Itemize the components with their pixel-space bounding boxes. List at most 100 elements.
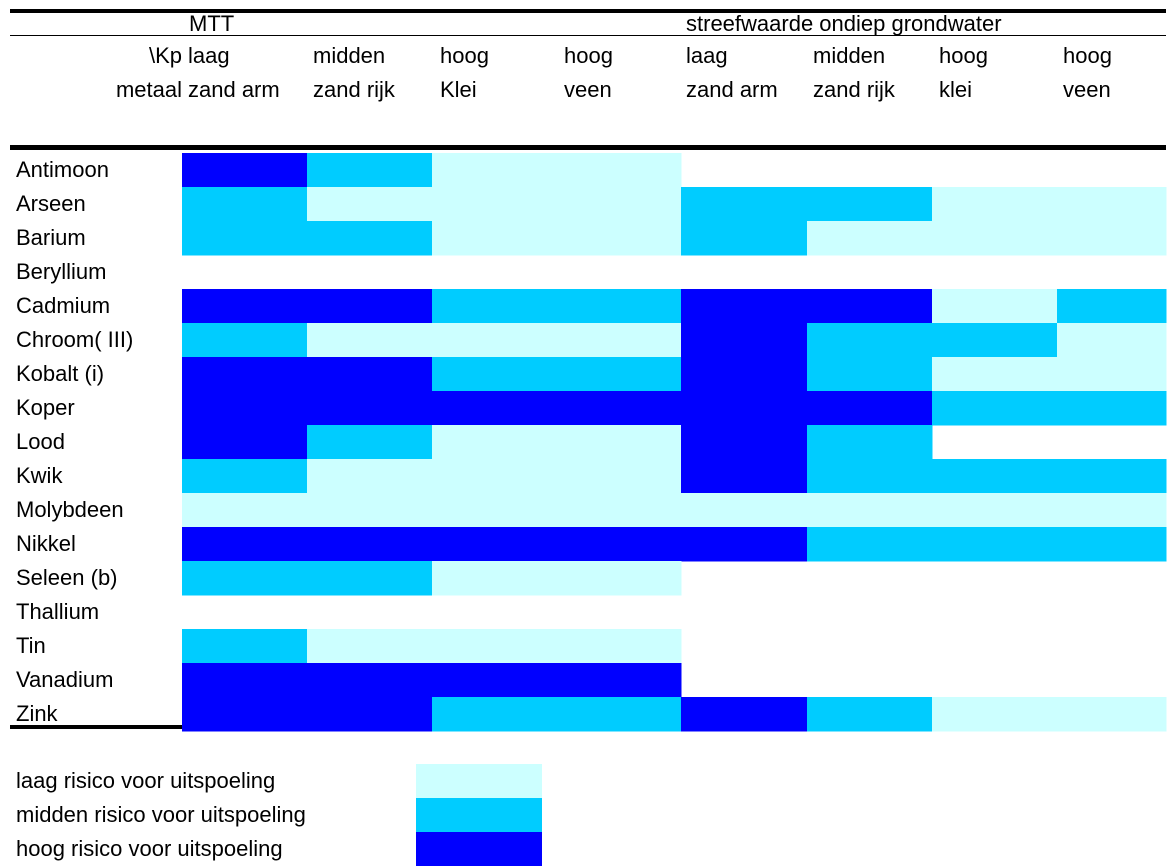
heatmap-cell <box>556 459 682 494</box>
top-rule <box>10 9 1166 13</box>
heatmap-cell <box>681 391 808 426</box>
heatmap-cell <box>182 663 308 698</box>
heatmap-cell <box>556 391 682 426</box>
heatmap-cell <box>432 391 557 426</box>
column-header-line2: zand rijk <box>313 77 395 102</box>
heatmap-cell <box>807 221 933 256</box>
row-label: Antimoon <box>16 157 109 182</box>
row-label: Zink <box>16 701 58 726</box>
heatmap-cell <box>182 561 308 596</box>
heatmap-cell <box>1057 391 1167 426</box>
heatmap-cell <box>182 391 308 426</box>
heatmap-cell <box>307 663 433 698</box>
heatmap-cell <box>182 357 308 392</box>
column-header-line2: klei <box>939 77 973 102</box>
row-label: Koper <box>16 395 75 420</box>
heatmap-cell <box>556 493 682 528</box>
heatmap-cell <box>556 357 682 392</box>
heatmap-cell <box>932 323 1058 358</box>
heatmap-cell <box>432 697 557 732</box>
row-label: Tin <box>16 633 46 658</box>
column-header-line1: hoog <box>939 43 988 68</box>
column-header-line1: laag <box>686 43 728 68</box>
heatmap-cell <box>182 527 308 562</box>
row-label: Barium <box>16 225 86 250</box>
row-header-label: \Kp metaal <box>115 43 182 102</box>
column-header-line1: midden <box>813 43 886 68</box>
column-header-line1: hoog <box>1063 43 1112 68</box>
heatmap-cell <box>1057 459 1167 494</box>
heatmap-cell <box>556 561 682 596</box>
row-label: Kwik <box>16 463 63 488</box>
heatmap-cell <box>807 187 933 222</box>
row-label: Chroom( III) <box>16 327 134 352</box>
heatmap-cell <box>307 289 433 324</box>
heatmap-cell <box>307 391 433 426</box>
column-header-line2: zand arm <box>188 77 280 102</box>
heatmap-cell <box>432 527 557 562</box>
heatmap-cell <box>807 459 933 494</box>
heatmap-cell <box>307 221 433 256</box>
heatmap-cell <box>182 697 308 732</box>
heatmap-cell <box>681 221 808 256</box>
heatmap-cell <box>182 459 308 494</box>
heatmap-cell <box>307 187 433 222</box>
heatmap-cell <box>432 153 557 188</box>
heatmap-cell <box>307 425 433 460</box>
heatmap-cell <box>307 153 433 188</box>
legend-label: midden risico voor uitspoeling <box>16 802 306 827</box>
heatmap-cell <box>432 493 557 528</box>
heatmap-cell <box>1057 527 1167 562</box>
heatmap-cell <box>932 391 1058 426</box>
heatmap-cell <box>307 561 433 596</box>
heatmap-cell <box>932 697 1058 732</box>
heatmap-cell <box>807 357 933 392</box>
heatmap-cell <box>307 527 433 562</box>
heatmap-cell <box>807 527 933 562</box>
row-label: Molybdeen <box>16 497 124 522</box>
heatmap-cell <box>1057 187 1167 222</box>
heatmap-cell <box>932 221 1058 256</box>
legend-swatch <box>416 798 542 832</box>
heatmap-cell <box>307 629 433 664</box>
heatmap-cell <box>432 323 557 358</box>
heatmap-cell <box>681 425 808 460</box>
heatmap-cell <box>681 459 808 494</box>
heatmap-cell <box>1057 323 1167 358</box>
group-label-mtt: MTT <box>189 11 235 36</box>
heatmap-cell <box>432 561 557 596</box>
legend-swatch <box>416 764 542 798</box>
heatmap-cell <box>182 289 308 324</box>
column-header-line2: veen <box>564 77 612 102</box>
heatmap-cell <box>182 493 308 528</box>
column-header-line2: zand arm <box>686 77 778 102</box>
heatmap-cell <box>932 459 1058 494</box>
row-label: Lood <box>16 429 65 454</box>
heatmap-cell <box>556 663 682 698</box>
heatmap-cell <box>307 697 433 732</box>
heatmap-cell <box>307 459 433 494</box>
heatmap-cell <box>432 357 557 392</box>
heatmap-cell <box>556 697 682 732</box>
row-label: Arseen <box>16 191 86 216</box>
heatmap-cell <box>432 459 557 494</box>
row-label: Seleen (b) <box>16 565 118 590</box>
heatmap-cell <box>807 391 933 426</box>
heatmap-cell <box>556 221 682 256</box>
heatmap-cell <box>182 221 308 256</box>
column-header-line2: Klei <box>440 77 477 102</box>
heatmap-cell <box>807 289 933 324</box>
heatmap-cell <box>807 493 933 528</box>
heatmap-cell <box>556 323 682 358</box>
heatmap-cell <box>807 323 933 358</box>
header-rule <box>10 145 1166 150</box>
column-header-line1: hoog <box>440 43 489 68</box>
heatmap-cell <box>681 187 808 222</box>
heatmap-cell <box>1057 697 1167 732</box>
heatmap-cell <box>182 187 308 222</box>
heatmap-cell <box>182 323 308 358</box>
heatmap-cell <box>432 289 557 324</box>
heatmap-cell <box>681 323 808 358</box>
heatmap-cell <box>932 289 1058 324</box>
heatmap-cell <box>681 357 808 392</box>
